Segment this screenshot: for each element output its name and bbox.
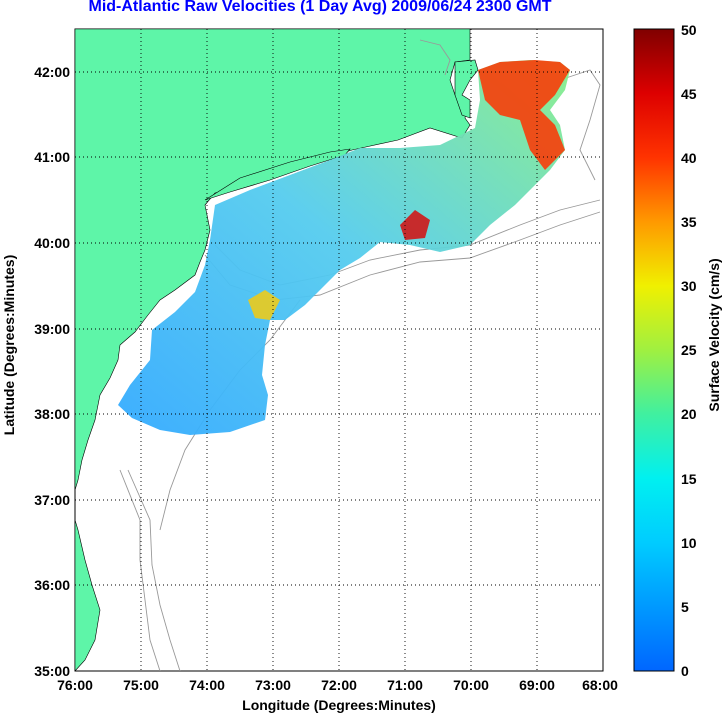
colorbar-tick-label: 0 xyxy=(681,663,689,679)
map-title: Mid-Atlantic Raw Velocities (1 Day Avg) … xyxy=(88,0,552,15)
y-tick-label: 39:00 xyxy=(34,321,70,337)
colorbar-tick-label: 10 xyxy=(681,535,697,551)
y-tick-label: 38:00 xyxy=(34,406,70,422)
colorbar-tick-label: 50 xyxy=(681,22,697,38)
x-axis-label: Longitude (Degrees:Minutes) xyxy=(242,697,436,713)
colorbar-tick-label: 15 xyxy=(681,471,697,487)
x-tick-label: 70:00 xyxy=(453,677,489,693)
y-tick-label: 35:00 xyxy=(34,663,70,679)
colorbar-tick-label: 30 xyxy=(681,278,697,294)
x-tick-label: 74:00 xyxy=(189,677,225,693)
x-tick-label: 73:00 xyxy=(255,677,291,693)
colorbar-tick-label: 35 xyxy=(681,214,697,230)
gridlines xyxy=(75,29,603,671)
colorbar-ticks: 0 5 10 15 20 25 30 35 40 45 50 xyxy=(681,22,697,679)
y-tick-label: 37:00 xyxy=(34,492,70,508)
long-island xyxy=(204,148,351,201)
hotspot-nantucket xyxy=(478,60,570,170)
x-tick-label: 76:00 xyxy=(57,677,93,693)
y-tick-label: 42:00 xyxy=(34,64,70,80)
map-plot-area xyxy=(74,28,604,672)
colorbar-tick-label: 20 xyxy=(681,406,697,422)
x-tick-label: 71:00 xyxy=(387,677,423,693)
southern-coast xyxy=(75,519,101,671)
x-tick-label: 75:00 xyxy=(123,677,159,693)
colorbar-tick-label: 25 xyxy=(681,342,697,358)
x-tick-label: 72:00 xyxy=(321,677,357,693)
x-axis-ticks: 76:00 75:00 74:00 73:00 72:00 71:00 70:0… xyxy=(57,677,618,693)
y-tick-label: 41:00 xyxy=(34,149,70,165)
y-axis-ticks: 35:00 36:00 37:00 38:00 39:00 40:00 41:0… xyxy=(34,64,70,679)
hotspot-south xyxy=(248,290,280,320)
cape-cod xyxy=(454,59,479,119)
x-tick-label: 69:00 xyxy=(519,677,555,693)
colorbar-label: Surface Velocity (cm/s) xyxy=(706,258,722,411)
y-axis-label: Latitude (Degrees:Minutes) xyxy=(1,255,17,435)
y-tick-label: 40:00 xyxy=(34,235,70,251)
colorbar: 0 5 10 15 20 25 30 35 40 45 50 Surface V… xyxy=(633,22,722,679)
colorbar-tick-label: 40 xyxy=(681,150,697,166)
colorbar-gradient xyxy=(633,28,675,672)
colorbar-tick-label: 45 xyxy=(681,86,697,102)
x-tick-label: 68:00 xyxy=(582,677,618,693)
hotspot-shelf-break xyxy=(400,210,430,240)
colorbar-tick-label: 5 xyxy=(681,599,689,615)
velocity-field xyxy=(118,60,570,435)
y-tick-label: 36:00 xyxy=(34,577,70,593)
